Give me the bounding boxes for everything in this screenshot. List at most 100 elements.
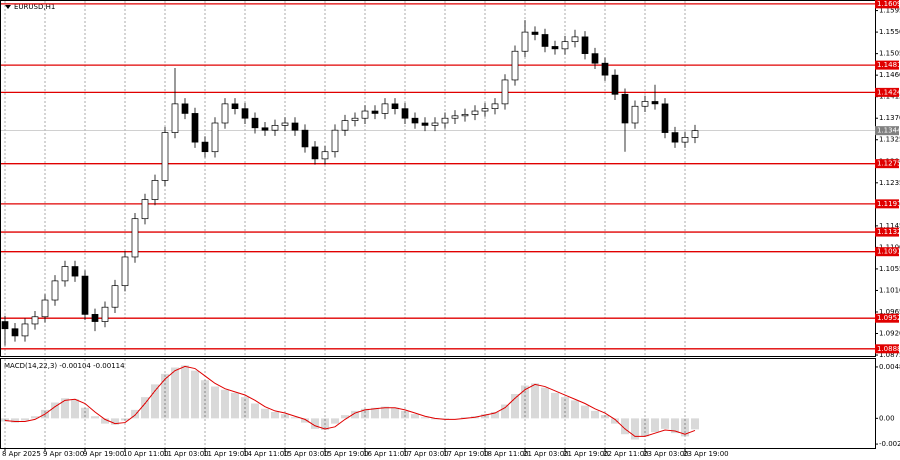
- x-tick-label: 21 Apr 03:00: [523, 450, 569, 458]
- candle-body: [541, 34, 549, 47]
- candle-body: [401, 108, 409, 119]
- candle-body: [641, 101, 649, 107]
- candle-body: [231, 103, 239, 109]
- candle-body: [501, 79, 509, 105]
- macd-panel: [0, 358, 876, 449]
- candle-body: [31, 316, 39, 325]
- level-label: 1.1275: [877, 160, 900, 168]
- level-box: [875, 247, 899, 257]
- candle-body: [581, 36, 589, 54]
- candle-body: [141, 199, 149, 220]
- level-box: [875, 159, 899, 169]
- y-tick-label: 1.1145: [879, 222, 900, 230]
- x-tick-label: 15 Apr 03:00: [283, 450, 329, 458]
- candle-body: [261, 127, 269, 131]
- y-tick-label: 1.1235: [879, 179, 900, 187]
- x-tick-label: 16 Apr 11:00: [363, 450, 409, 458]
- candle-body: [81, 275, 89, 315]
- x-tick-label: 17 Apr 19:00: [443, 450, 489, 458]
- candle-body: [71, 266, 79, 277]
- level-box: [875, 0, 899, 9]
- candle-body: [461, 114, 469, 117]
- x-tick-label: 9 Apr 19:00: [83, 450, 124, 458]
- candle-body: [191, 113, 199, 143]
- candle-body: [101, 306, 109, 322]
- y-tick-label: 1.1370: [879, 114, 900, 122]
- candle-body: [381, 103, 389, 114]
- x-tick-label: 11 Apr 19:00: [203, 450, 249, 458]
- macd-y-tick-label: 0.00: [879, 414, 895, 422]
- candle-body: [631, 105, 639, 124]
- level-label: 1.1091: [877, 248, 900, 256]
- candle-body: [51, 280, 59, 301]
- x-tick-label: 15 Apr 19:00: [323, 450, 369, 458]
- candle-body: [331, 129, 339, 153]
- candle-body: [341, 120, 349, 131]
- candle-body: [521, 31, 529, 52]
- x-tick-label: 22 Apr 11:00: [603, 450, 649, 458]
- candle-body: [91, 314, 99, 322]
- candle-body: [481, 108, 489, 112]
- candle-body: [111, 285, 119, 308]
- x-tick-label: 21 Apr 19:00: [563, 450, 609, 458]
- level-label: 1.1132: [877, 228, 900, 236]
- candle-body: [151, 180, 159, 200]
- candle-body: [561, 41, 569, 50]
- candle-body: [551, 46, 559, 50]
- candle-body: [311, 146, 319, 160]
- symbol-icon: [5, 5, 11, 9]
- y-tick-label: 1.0965: [879, 308, 900, 316]
- candle-body: [281, 122, 289, 126]
- level-label: 1.1609: [877, 0, 900, 8]
- level-label: 1.0888: [877, 345, 900, 353]
- level-label: 1.1424: [877, 88, 900, 96]
- level-box: [875, 227, 899, 237]
- level-box: [875, 60, 899, 70]
- candle-body: [301, 129, 309, 148]
- candle-body: [171, 103, 179, 133]
- macd-y-tick-label: -0.00243: [879, 440, 900, 448]
- candle-body: [41, 299, 49, 318]
- candle-body: [361, 110, 369, 119]
- candle-body: [391, 103, 399, 109]
- candle-body: [671, 132, 679, 143]
- candle-body: [201, 141, 209, 153]
- candle-body: [601, 62, 609, 76]
- y-tick-label: 1.1460: [879, 71, 900, 79]
- x-tick-label: 11 Apr 03:00: [163, 450, 209, 458]
- level-box: [875, 313, 899, 323]
- candle-body: [271, 125, 279, 131]
- candle-body: [181, 103, 189, 114]
- candle-body: [61, 266, 69, 282]
- level-label: 1.1191: [877, 200, 900, 208]
- candle-body: [681, 137, 689, 143]
- candle-body: [621, 93, 629, 124]
- macd-signal: [4, 365, 696, 437]
- candle-body: [531, 31, 539, 35]
- candle-body: [411, 117, 419, 124]
- candle-body: [351, 117, 359, 121]
- candle-body: [371, 110, 379, 114]
- candle-body: [1, 321, 9, 330]
- y-tick-label: 1.0920: [879, 330, 900, 338]
- candle-body: [211, 122, 219, 153]
- x-tick-label: 17 Apr 03:00: [403, 450, 449, 458]
- candle-body: [441, 117, 449, 124]
- candle-body: [571, 36, 579, 43]
- y-tick-label: 1.0875: [879, 351, 900, 359]
- candle-body: [291, 122, 299, 131]
- y-tick-label: 1.1595: [879, 7, 900, 15]
- candle-body: [451, 115, 459, 119]
- y-tick-label: 1.1325: [879, 136, 900, 144]
- y-tick-label: 1.1550: [879, 28, 900, 36]
- current-price-label: 1.1344: [877, 127, 900, 135]
- level-box: [875, 199, 899, 209]
- x-tick-label: 14 Apr 11:00: [243, 450, 289, 458]
- candle-body: [241, 108, 249, 119]
- candle-body: [11, 328, 19, 337]
- y-tick-label: 1.1055: [879, 265, 900, 273]
- candle-body: [651, 101, 659, 105]
- candle-body: [471, 110, 479, 115]
- current-price-box: [875, 126, 899, 136]
- candle-body: [221, 103, 229, 124]
